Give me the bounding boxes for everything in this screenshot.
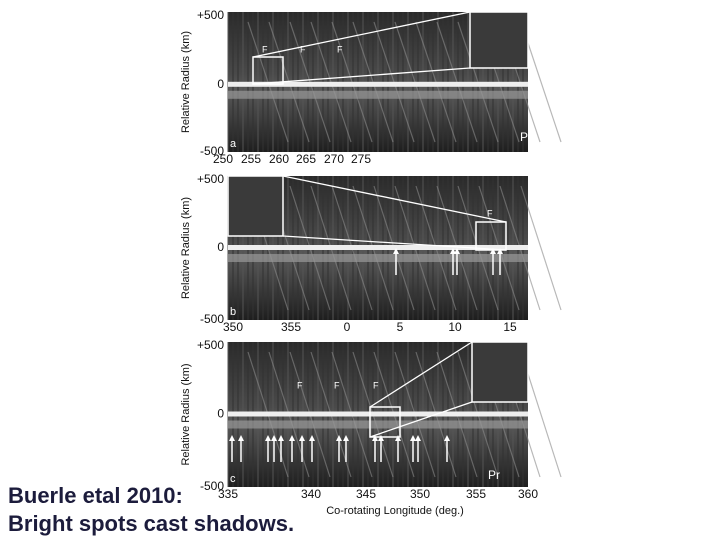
- y-tick-label: +500: [197, 338, 224, 352]
- x-tick-label: 250: [213, 152, 233, 166]
- annotation: F: [300, 44, 306, 54]
- panel: F F F Pr a +500 0 -500 Relative Radius (km) 250 25…: [180, 8, 562, 166]
- ring-band: [228, 90, 528, 99]
- x-axis-label: Co-rotating Longitude (deg.): [326, 505, 464, 517]
- x-tick-label: 0: [344, 320, 351, 334]
- x-tick-label: 15: [503, 320, 517, 334]
- annotation: F: [262, 44, 268, 54]
- arrow-head: [393, 248, 399, 254]
- annotation: F: [373, 380, 379, 390]
- image-strand: [520, 185, 562, 311]
- caption-line: Buerle etal 2010:: [8, 483, 183, 508]
- inset: [227, 175, 284, 237]
- x-tick-label: 355: [466, 487, 486, 501]
- arrow-head: [299, 435, 305, 441]
- x-tick-label: 255: [241, 152, 261, 166]
- y-tick-label: 0: [217, 240, 224, 254]
- y-tick-label: +500: [197, 172, 224, 186]
- ring-core: [228, 81, 528, 87]
- arrow-head: [378, 435, 384, 441]
- x-tick-label: 350: [223, 320, 243, 334]
- zoom-box: [475, 221, 507, 251]
- inset: [471, 341, 529, 403]
- panel: F F F Pr c +500 0 -500 Relative Radius (km) 335 34…: [180, 338, 562, 501]
- arrow-head: [289, 435, 295, 441]
- arrow-head: [395, 435, 401, 441]
- y-tick-label: +500: [197, 8, 224, 22]
- x-tick-label: 10: [448, 320, 462, 334]
- x-tick-label: 260: [269, 152, 289, 166]
- zoom-line: [252, 11, 471, 58]
- panel: Fb +500 0 -500 Relative Radius (km) 350 355 0 5 1…: [180, 172, 562, 334]
- arrow-head: [309, 435, 315, 441]
- y-axis-label: Relative Radius (km): [180, 31, 192, 133]
- zoom-line: [282, 235, 507, 251]
- y-tick-label: -500: [200, 312, 224, 326]
- arrow-head: [238, 435, 244, 441]
- arrow-head: [372, 435, 378, 441]
- annotation: Pr: [488, 468, 500, 482]
- y-axis-label: Relative Radius (km): [180, 197, 192, 299]
- x-tick-label: 5: [397, 320, 404, 334]
- inset: [469, 11, 529, 69]
- y-tick-label: -500: [200, 144, 224, 158]
- annotation: F: [487, 208, 493, 218]
- arrow-head: [271, 435, 277, 441]
- caption-line: Bright spots cast shadows.: [8, 511, 294, 536]
- x-tick-label: 335: [218, 487, 238, 501]
- zoom-line: [369, 341, 473, 408]
- x-tick-label: 345: [356, 487, 376, 501]
- x-tick-label: 270: [324, 152, 344, 166]
- ring-core: [228, 245, 528, 250]
- y-tick-label: 0: [217, 407, 224, 421]
- arrow-head: [229, 435, 235, 441]
- zoom-box: [252, 56, 284, 85]
- arrow-head: [410, 435, 416, 441]
- x-tick-label: 265: [296, 152, 316, 166]
- x-tick-label: 355: [281, 320, 301, 334]
- annotation: F: [297, 380, 303, 390]
- arrow-head: [343, 435, 349, 441]
- annotation: F: [334, 380, 340, 390]
- arrow-head: [336, 435, 342, 441]
- arrow-head: [490, 248, 496, 254]
- zoom-line: [369, 401, 473, 438]
- panel-label: a: [230, 138, 237, 150]
- arrow-head: [497, 248, 503, 254]
- arrow-head: [444, 435, 450, 441]
- panel-label: c: [230, 473, 236, 485]
- zoom-line: [252, 67, 471, 85]
- arrow-head: [454, 248, 460, 254]
- x-tick-label: 275: [351, 152, 371, 166]
- ring-band: [228, 254, 528, 262]
- annotation: F: [337, 44, 343, 54]
- arrow-head: [450, 248, 456, 254]
- arrow-head: [265, 435, 271, 441]
- x-tick-label: 350: [410, 487, 430, 501]
- ring-band: [228, 420, 528, 429]
- zoom-box: [369, 406, 401, 438]
- ring-core: [228, 411, 528, 417]
- arrow-head: [415, 435, 421, 441]
- annotation: Pr: [520, 130, 532, 144]
- zoom-line: [282, 175, 507, 223]
- panel-label: b: [230, 306, 236, 318]
- x-tick-label: 360: [518, 487, 538, 501]
- y-tick-label: 0: [217, 77, 224, 91]
- arrow-head: [278, 435, 284, 441]
- x-tick-label: 340: [301, 487, 321, 501]
- y-tick-label: -500: [200, 479, 224, 493]
- y-axis-label: Relative Radius (km): [180, 363, 192, 465]
